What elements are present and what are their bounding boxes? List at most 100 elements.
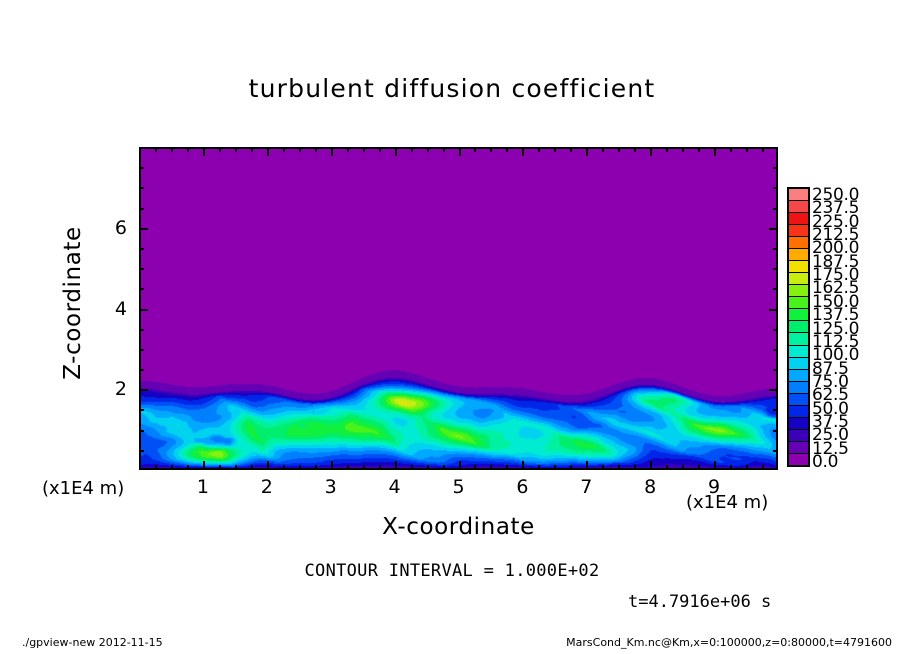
colorbar-tick-label: 125.0 <box>812 318 860 339</box>
y-tick <box>773 450 778 452</box>
x-tick <box>267 147 269 156</box>
colorbar-band <box>789 200 808 214</box>
x-tick <box>746 465 748 470</box>
y-tick <box>773 268 778 270</box>
colorbar-tick-label: 75.0 <box>812 371 849 392</box>
x-tick <box>459 147 461 156</box>
colorbar-tick-label: 12.5 <box>812 438 849 459</box>
colorbar-band <box>789 405 808 418</box>
x-tick <box>331 461 333 470</box>
colorbar-band <box>789 213 808 226</box>
x-tick <box>634 465 636 470</box>
x-tick <box>490 147 492 152</box>
colorbar-tick-label: 25.0 <box>812 425 849 446</box>
colorbar-band <box>789 441 808 454</box>
x-tick <box>171 147 173 152</box>
x-tick <box>730 147 732 152</box>
y-tick <box>139 248 144 250</box>
colorbar-band <box>789 297 808 310</box>
colorbar-tick-label: 37.5 <box>812 411 849 432</box>
x-tick <box>379 465 381 470</box>
colorbar-tick-label: 250.0 <box>812 185 860 205</box>
y-tick <box>139 208 144 210</box>
x-tick <box>299 465 301 470</box>
colorbar-tick-label: 137.5 <box>812 305 860 326</box>
y-tick <box>139 430 144 432</box>
x-tick <box>682 465 684 470</box>
contour-interval-label: CONTOUR INTERVAL = 1.000E+02 <box>304 561 600 581</box>
colorbar-tick-label: 62.5 <box>812 385 849 406</box>
x-tick <box>411 147 413 152</box>
colorbar-tick-label: 0.0 <box>812 452 839 472</box>
colorbar-tick-label: 150.0 <box>812 291 860 312</box>
y-tick <box>773 349 778 351</box>
colorbar-tick-label: 212.5 <box>812 225 860 246</box>
y-tick <box>773 248 778 250</box>
x-tick <box>379 147 381 152</box>
y-tick <box>139 450 144 452</box>
y-tick-label: 6 <box>114 216 127 239</box>
x-tick <box>363 465 365 470</box>
x-tick <box>506 147 508 152</box>
colorbar-band <box>789 333 808 346</box>
y-tick <box>769 228 778 230</box>
x-tick <box>347 147 349 152</box>
colorbar-tick-label: 187.5 <box>812 251 860 272</box>
colorbar-tick-label: 200.0 <box>812 238 860 259</box>
y-tick <box>139 288 144 290</box>
x-tick <box>474 147 476 152</box>
y-tick <box>139 187 144 189</box>
x-tick <box>634 147 636 152</box>
x-tick <box>347 465 349 470</box>
x-tick-label: 9 <box>708 476 721 498</box>
x-tick <box>283 147 285 152</box>
colorbar <box>787 187 810 467</box>
x-tick <box>363 147 365 152</box>
x-tick-label: 3 <box>324 476 337 498</box>
y-tick <box>773 409 778 411</box>
x-tick <box>570 465 572 470</box>
colorbar-band <box>789 357 808 370</box>
colorbar-tick-label: 175.0 <box>812 265 860 286</box>
x-tick <box>315 465 317 470</box>
x-tick <box>618 147 620 152</box>
x-tick <box>602 465 604 470</box>
colorbar-band <box>789 369 808 382</box>
turbulence-field-heatmap <box>141 149 776 468</box>
x-tick <box>522 147 524 156</box>
y-tick <box>139 349 144 351</box>
y-tick-label: 4 <box>114 297 127 320</box>
colorbar-band <box>789 453 808 465</box>
x-tick <box>315 147 317 152</box>
x-tick <box>762 465 764 470</box>
x-tick <box>554 147 556 152</box>
x-tick <box>682 147 684 152</box>
y-tick <box>773 288 778 290</box>
x-tick-label: 2 <box>260 476 273 498</box>
x-tick <box>666 465 668 470</box>
colorbar-tick-label: 87.5 <box>812 358 849 379</box>
x-tick <box>586 461 588 470</box>
x-tick <box>299 147 301 152</box>
x-tick <box>427 465 429 470</box>
x-tick <box>698 147 700 152</box>
x-tick-label: 1 <box>196 476 209 498</box>
x-tick <box>427 147 429 152</box>
x-tick <box>203 147 205 156</box>
colorbar-band <box>789 225 808 238</box>
colorbar-band <box>789 429 808 442</box>
colorbar-band <box>789 381 808 394</box>
x-tick <box>618 465 620 470</box>
y-tick <box>139 228 148 230</box>
x-tick <box>171 465 173 470</box>
x-tick <box>251 147 253 152</box>
x-tick <box>506 465 508 470</box>
x-tick-label: 8 <box>644 476 657 498</box>
x-tick <box>219 147 221 152</box>
x-tick <box>714 147 716 156</box>
x-tick <box>155 465 157 470</box>
x-tick <box>187 465 189 470</box>
colorbar-band <box>789 309 808 322</box>
x-tick <box>698 465 700 470</box>
colorbar-tick-label: 100.0 <box>812 345 860 366</box>
